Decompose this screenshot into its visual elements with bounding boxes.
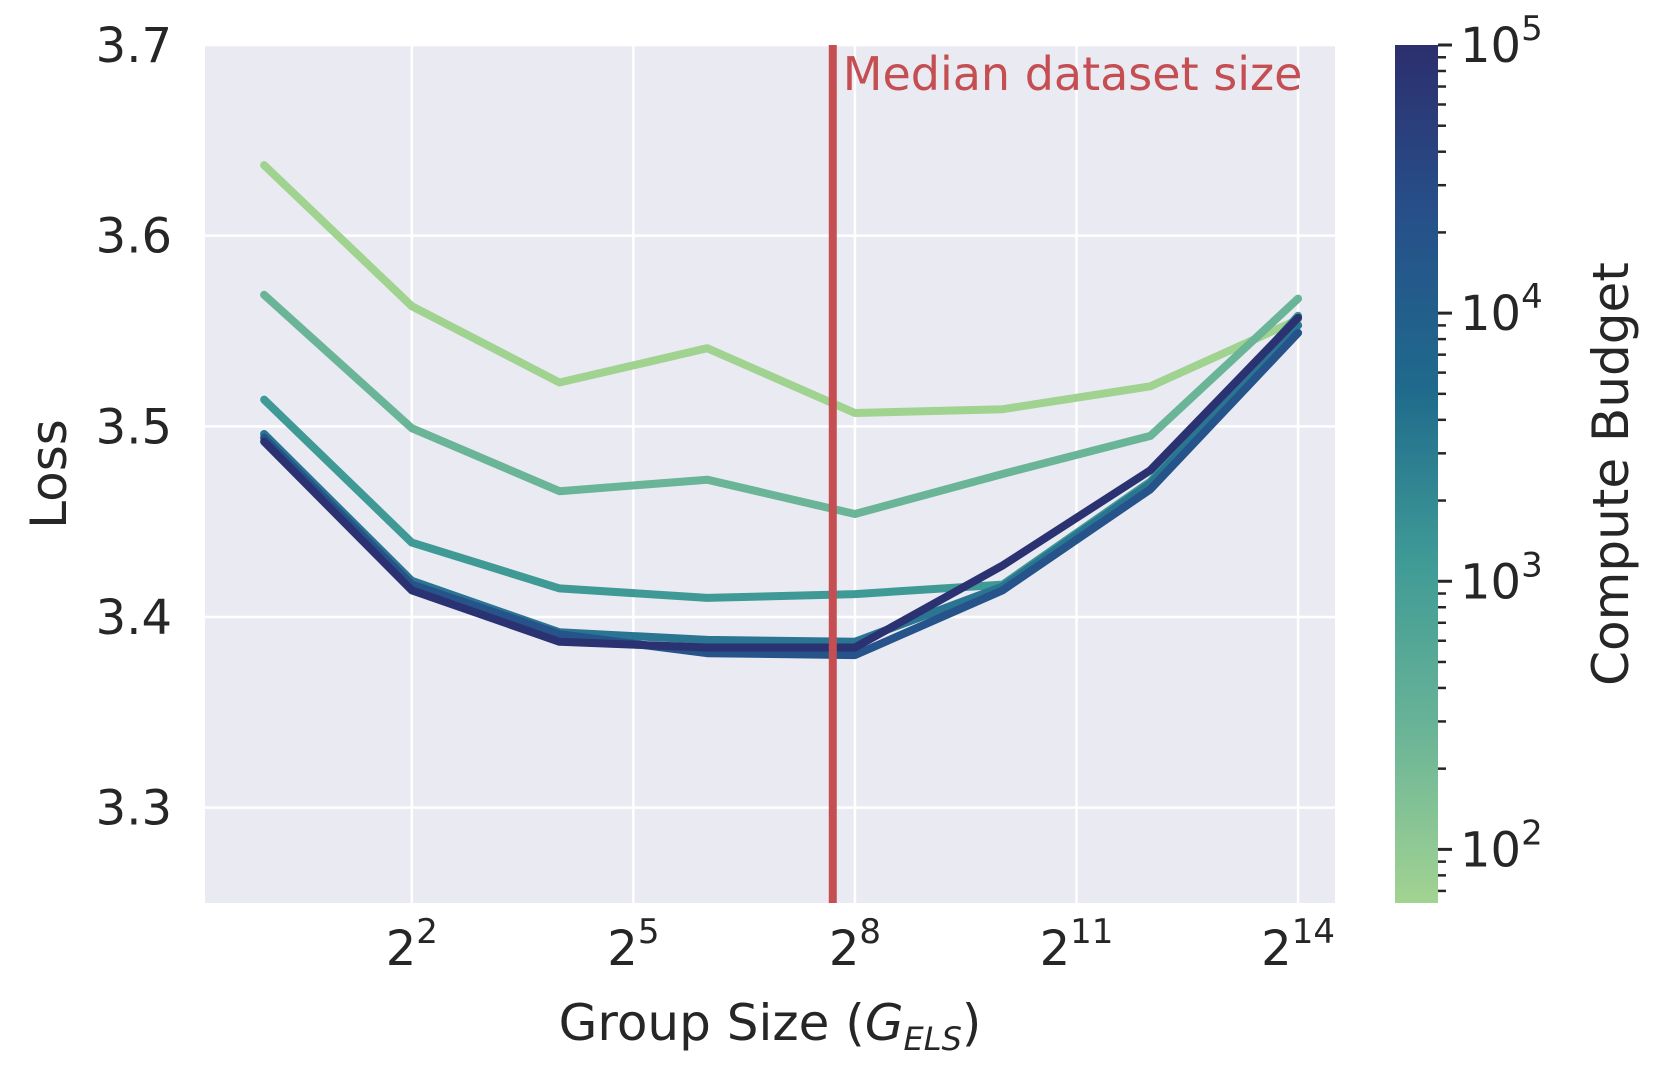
x-tick-labels: 22 25 28 211 214 xyxy=(386,912,1335,977)
x-tick-label: 214 xyxy=(1261,912,1335,977)
series-line-6 xyxy=(260,313,1303,652)
x-axis-label-text: Group Size ( xyxy=(559,994,865,1052)
x-tick-label: 28 xyxy=(829,912,881,977)
colorbar-tick-label: 105 xyxy=(1460,9,1543,74)
x-axis-label: Group Size (GELS) xyxy=(559,994,982,1058)
series-line-2 xyxy=(260,290,1303,518)
y-axis-label: Loss xyxy=(20,419,78,529)
median-line-group: Median dataset size xyxy=(828,45,1303,903)
y-tick-label: 3.7 xyxy=(96,18,172,74)
y-tick-labels: 3.3 3.4 3.5 3.6 3.7 xyxy=(96,18,172,837)
grid-lines xyxy=(205,43,1335,903)
x-tick-label: 211 xyxy=(1040,912,1114,977)
colorbar-tick-label: 102 xyxy=(1460,813,1543,878)
y-tick-label: 3.6 xyxy=(96,209,172,265)
x-tick-label: 22 xyxy=(386,912,438,977)
x-axis-label-math: G xyxy=(865,994,904,1052)
colorbar-tick-label: 103 xyxy=(1460,545,1543,610)
x-axis-label-subscript: ELS xyxy=(904,1020,962,1058)
x-axis-label-close: ) xyxy=(962,994,982,1052)
series-line-5 xyxy=(260,328,1303,660)
series-line-1 xyxy=(260,161,1303,417)
y-tick-label: 3.5 xyxy=(96,399,172,455)
y-tick-label: 3.3 xyxy=(96,781,172,837)
colorbar xyxy=(1395,45,1438,903)
x-tick-label: 25 xyxy=(607,912,659,977)
colorbar-tick-label: 104 xyxy=(1460,277,1543,342)
colorbar-label: Compute Budget xyxy=(1582,262,1640,686)
colorbar-ticks: 102 103 104 105 xyxy=(1438,9,1543,893)
median-dataset-label: Median dataset size xyxy=(843,47,1303,101)
y-tick-label: 3.4 xyxy=(96,590,172,646)
series-lines xyxy=(260,161,1303,660)
